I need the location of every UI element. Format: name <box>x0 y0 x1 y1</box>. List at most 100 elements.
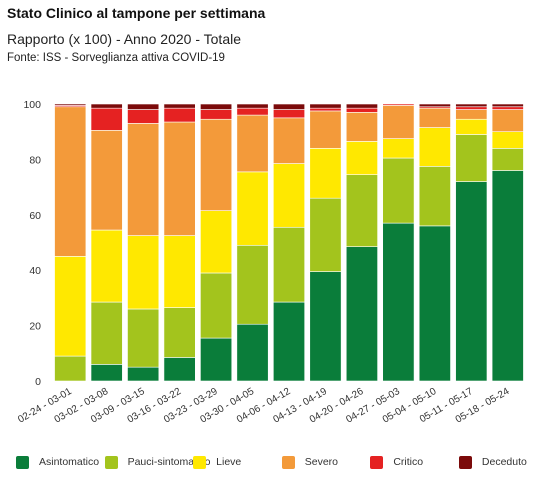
bar-segment <box>455 118 488 135</box>
bar-segment <box>90 364 123 382</box>
bar-segment <box>54 256 87 357</box>
bar-segment <box>236 107 269 116</box>
bar-segment <box>163 121 196 236</box>
bar-segment <box>491 148 524 171</box>
bar-segment <box>54 106 87 257</box>
bar-segment <box>200 337 233 382</box>
bar-segment <box>127 123 160 236</box>
legend-label: Deceduto <box>481 456 527 468</box>
bar-segment <box>200 109 233 120</box>
bar-segment <box>491 109 524 133</box>
bar-segment <box>455 103 488 108</box>
y-tick-label: 40 <box>29 265 41 277</box>
bar-segment <box>418 225 451 382</box>
bar-segment <box>309 271 342 382</box>
legend-label: Asintomatico <box>39 456 100 468</box>
y-tick-label: 80 <box>29 154 41 166</box>
bar-segment <box>345 246 378 382</box>
bar-segment <box>273 109 305 119</box>
bar-segment <box>90 229 123 303</box>
bar-segment <box>309 148 342 199</box>
bar-segment <box>309 103 342 109</box>
bar-segment <box>163 235 196 308</box>
bar-segment <box>418 166 451 227</box>
bar-segment <box>345 174 378 247</box>
bar-segment <box>491 106 524 110</box>
bar-segment <box>273 103 305 110</box>
bar-segment <box>90 301 123 365</box>
bar-segment <box>418 103 451 108</box>
chart-title: Stato Clinico al tampone per settimana <box>7 5 266 21</box>
bar-segment <box>127 235 160 310</box>
bar-segment <box>90 103 123 109</box>
bar-segment <box>345 112 378 142</box>
chart-source: Fonte: ISS - Sorveglianza attiva COVID-1… <box>7 52 225 64</box>
y-tick-label: 100 <box>23 99 41 111</box>
legend-label: Pauci-sintomatico <box>127 456 211 468</box>
bar-segment <box>309 110 342 149</box>
legend-item: Asintomatico <box>16 455 99 469</box>
bar-segment <box>54 103 87 106</box>
legend-swatch <box>281 455 295 469</box>
bar-segment <box>127 103 160 110</box>
legend-item: Deceduto <box>458 455 527 469</box>
bar-segment <box>455 109 488 120</box>
bar-segment <box>455 181 488 382</box>
bar-segment <box>236 171 269 246</box>
y-tick-label: 0 <box>35 376 41 388</box>
legend-item: Critico <box>370 455 423 469</box>
chart-legend: Asintomatico Pauci-sintomatico Lieve Severo… <box>0 455 540 471</box>
bar-segment <box>273 301 305 382</box>
legend-swatch <box>370 455 384 469</box>
bar-segment <box>236 323 269 382</box>
bar-segment <box>309 197 342 272</box>
bar-segment <box>236 244 269 325</box>
legend-swatch <box>104 455 118 469</box>
bar-segment <box>382 157 415 224</box>
bar-segment <box>236 103 269 109</box>
bar-segment <box>455 134 488 182</box>
legend-swatch <box>193 455 207 469</box>
bar-segment <box>491 131 524 149</box>
bar-segment <box>382 138 415 159</box>
legend-swatch <box>458 455 472 469</box>
bar-segment <box>345 103 378 109</box>
legend-item: Pauci-sintomatico <box>104 455 211 469</box>
bar-segment <box>163 107 196 123</box>
bar-segment <box>127 308 160 368</box>
legend-item: Lieve <box>193 455 241 469</box>
bar-segment <box>455 106 488 110</box>
bar-segment <box>418 127 451 167</box>
bar-segment <box>382 222 415 382</box>
bar-segment <box>200 103 233 110</box>
bar-segment <box>127 366 160 382</box>
bar-segment <box>273 226 305 303</box>
y-tick-label: 20 <box>29 321 41 333</box>
bar-segment <box>90 130 123 231</box>
bar-segment <box>236 114 269 173</box>
bar-segment <box>345 107 378 113</box>
bar-segment <box>200 118 233 211</box>
bar-segment <box>273 117 305 164</box>
bar-segment <box>200 210 233 274</box>
bar-segment <box>491 170 524 382</box>
bar-segment <box>491 103 524 108</box>
bar-segment <box>54 355 87 382</box>
bar-segment <box>200 272 233 339</box>
legend-label: Lieve <box>216 456 242 468</box>
bar-segment <box>382 103 415 106</box>
bar-segment <box>163 357 196 382</box>
bar-segment <box>163 103 196 109</box>
legend-label: Critico <box>393 456 424 468</box>
bar-segment <box>90 107 123 131</box>
bar-segment <box>163 307 196 358</box>
chart-subtitle: Rapporto (x 100) - Anno 2020 - Totale <box>7 31 242 47</box>
bar-segment <box>345 141 378 175</box>
bar-segment <box>273 163 305 228</box>
bar-segment <box>382 105 415 139</box>
y-tick-label: 60 <box>29 210 41 222</box>
bar-segment <box>309 107 342 112</box>
bar-segment <box>127 109 160 124</box>
legend-swatch <box>16 455 29 469</box>
